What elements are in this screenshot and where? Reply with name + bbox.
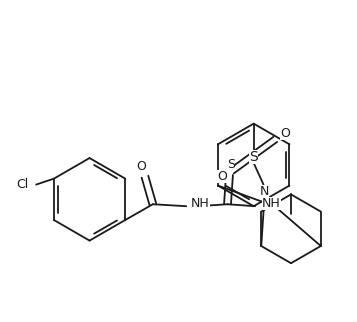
Text: N: N: [260, 185, 269, 198]
Text: NH: NH: [262, 197, 281, 210]
Text: NH: NH: [191, 197, 210, 210]
Text: S: S: [227, 158, 236, 171]
Text: S: S: [249, 150, 258, 164]
Text: O: O: [280, 127, 290, 140]
Text: O: O: [217, 170, 227, 183]
Text: O: O: [136, 160, 146, 173]
Text: Cl: Cl: [16, 178, 28, 191]
